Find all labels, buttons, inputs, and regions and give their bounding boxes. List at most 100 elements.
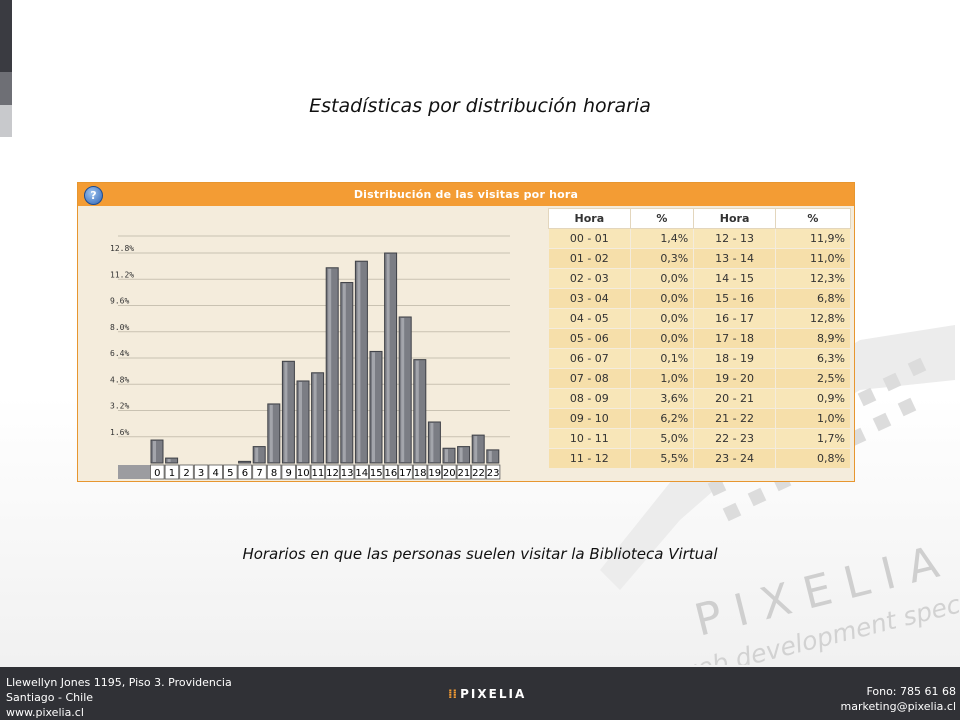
hourly-bar-chart: 1.6%3.2%4.8%6.4%8.0%9.6%11.2%12.8%0 1 2 3 4 5… [110,235,510,480]
bar-highlight [328,268,332,462]
hour-range-cell: 08 - 09 [548,388,631,409]
percent-cell: 1,0% [629,368,695,389]
percent-cell: 11,9% [774,228,852,249]
x-tick-box [383,464,399,480]
phone-number: Fono: 785 61 68 [866,685,956,698]
x-tick-label: 3 [198,468,204,479]
percent-cell: 1,0% [774,408,852,429]
bar-hour-15 [369,350,383,464]
hour-range-cell: 09 - 10 [548,408,631,429]
y-tick-label: 4.8% [110,375,129,384]
percent-cell: 6,2% [629,408,695,429]
x-tick-label: 2 [183,468,189,479]
percent-cell: 1,4% [629,228,695,249]
bar-highlight [153,441,156,462]
x-tick-box [179,464,194,480]
hour-range-cell: 19 - 20 [693,368,776,389]
hour-range-cell: 03 - 04 [548,288,631,309]
bar-highlight [488,450,492,462]
hour-range-cell: 13 - 14 [693,248,776,269]
bar-hour-7 [252,446,266,464]
x-tick-label: 20 [443,468,456,479]
hour-range-cell: 23 - 24 [693,448,776,469]
bar-highlight [299,381,302,462]
bar-hour-11 [311,372,325,464]
x-tick-label: 15 [370,468,383,479]
hour-range-cell: 04 - 05 [548,308,631,329]
table-row: 11 - 12 5,5% 23 - 24 0,8% [548,448,852,469]
bar-hour-23 [486,449,500,464]
hour-range-cell: 00 - 01 [548,228,631,249]
x-tick-label: 4 [213,468,219,479]
x-tick-label: 23 [487,468,500,479]
pixelia-mark-icon: ⁞⁞ [448,687,458,701]
footer-address: Llewellyn Jones 1195, Piso 3. Providenci… [6,675,232,720]
help-icon[interactable]: ? [84,186,103,205]
x-tick-box [208,464,223,480]
bar-highlight [284,362,288,462]
bar-highlight [430,422,434,462]
left-edge-tab-mid [0,72,12,105]
x-tick-label: 8 [271,468,277,479]
hour-range-cell: 12 - 13 [693,228,776,249]
address-line-2: Santiago - Chile [6,691,94,704]
y-tick-label: 8.0% [110,323,129,332]
percent-cell: 0,1% [629,348,695,369]
x-tick-label: 9 [286,468,292,479]
hour-range-cell: 21 - 22 [693,408,776,429]
table-row: 10 - 11 5,0% 22 - 23 1,7% [548,428,852,449]
y-tick-label: 11.2% [110,270,134,279]
x-tick-box [471,464,486,480]
panel-header: ? Distribución de las visitas por hora [78,183,854,206]
bar-hour-21 [457,446,471,464]
x-tick-box [150,464,165,480]
bar-highlight [269,404,273,462]
x-tick-box [281,464,296,480]
x-tick-label: 7 [256,468,262,479]
x-tick-label: 18 [414,468,427,479]
footer-contact: Fono: 785 61 68 marketing@pixelia.cl [841,684,956,714]
x-tick-box [442,464,457,480]
footer: Llewellyn Jones 1195, Piso 3. Providenci… [0,667,960,720]
hour-range-cell: 17 - 18 [693,328,776,349]
x-tick-box [193,464,209,480]
table-row: 03 - 04 0,0% 15 - 16 6,8% [548,288,852,309]
bar-hour-18 [413,359,427,464]
left-edge-tab-light [0,105,12,137]
hour-range-cell: 07 - 08 [548,368,631,389]
hours-table: Hora % Hora % 00 - 01 1,4% 12 - 13 11,9% 01 … [548,208,852,469]
footer-logo-text: PIXELIA [460,687,527,701]
hour-range-cell: 14 - 15 [693,268,776,289]
y-tick-label: 6.4% [110,349,129,358]
x-tick-box [456,464,472,480]
percent-cell: 8,9% [774,328,852,349]
x-tick-label: 10 [297,468,310,479]
x-axis-corner [118,465,150,479]
table-row: 00 - 01 1,4% 12 - 13 11,9% [548,228,852,249]
hour-range-cell: 11 - 12 [548,448,631,469]
percent-cell: 3,6% [629,388,695,409]
bar-highlight [474,436,478,462]
hour-range-cell: 20 - 21 [693,388,776,409]
x-tick-box [354,464,369,480]
bar-hour-6 [238,460,252,464]
table-row: 02 - 03 0,0% 14 - 15 12,3% [548,268,852,289]
email-link[interactable]: marketing@pixelia.cl [840,700,956,713]
bar-highlight [372,352,375,462]
x-tick-box [325,464,340,480]
percent-cell: 5,0% [629,428,695,449]
y-tick-label: 9.6% [110,297,129,306]
bar-highlight [415,360,419,462]
bar-highlight [357,262,361,462]
footer-logo: ⁞⁞ PIXELIA [448,687,526,701]
percent-cell: 0,0% [629,308,695,329]
x-tick-box [223,464,238,480]
percent-cell: 5,5% [629,448,695,469]
hour-range-cell: 18 - 19 [693,348,776,369]
x-tick-label: 19 [428,468,441,479]
website-link[interactable]: www.pixelia.cl [6,706,84,719]
x-tick-label: 1 [169,468,175,479]
percent-cell: 2,5% [774,368,852,389]
address-line-1: Llewellyn Jones 1195, Piso 3. Providenci… [6,676,232,689]
table-row: 08 - 09 3,6% 20 - 21 0,9% [548,388,852,409]
